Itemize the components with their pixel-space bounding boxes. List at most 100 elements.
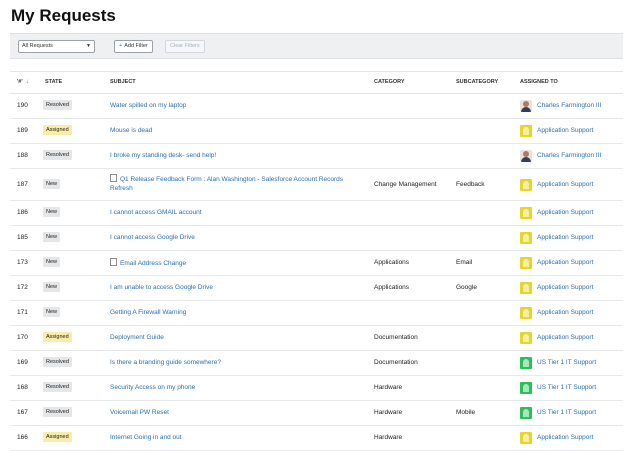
status-badge: Resolved	[43, 357, 72, 367]
table-row[interactable]: 185 New I cannot access Google Drive Applic…	[10, 226, 623, 251]
assignee-name[interactable]: Charles Farmington III	[537, 152, 602, 159]
subject-link[interactable]: Deployment Guide	[110, 333, 360, 342]
subcategory-value: Feedback	[456, 181, 485, 188]
header-state[interactable]: STATE	[45, 79, 63, 85]
assignee-name[interactable]: Application Support	[537, 127, 594, 134]
subject-link[interactable]: Water spilled on my laptop	[110, 101, 360, 110]
table-row[interactable]: 186 New I cannot access GMAIL account Appli…	[10, 201, 623, 226]
table-row[interactable]: 166 Assigned Internet Going in and out Hard…	[10, 426, 623, 451]
header-category[interactable]: CATEGORY	[374, 79, 405, 85]
subject-link[interactable]: I am unable to access Google Drive	[110, 283, 360, 292]
request-id: 185	[17, 234, 28, 241]
requests-table: '#' ↓ STATE SUBJECT CATEGORY SUBCATEGORY …	[10, 71, 623, 451]
assignee-name[interactable]: Application Support	[537, 434, 594, 441]
assignee-name[interactable]: Application Support	[537, 234, 594, 241]
clear-filters-label: Clear Filters	[170, 43, 200, 49]
subject-text: Voicemail PW Reset	[110, 409, 169, 416]
group-icon	[520, 179, 532, 191]
table-row[interactable]: 188 Resolved I broke my standing desk- sen…	[10, 144, 623, 169]
group-icon	[520, 307, 532, 319]
add-filter-button[interactable]: + Add Filter	[114, 40, 153, 53]
subject-link[interactable]: Email Address Change	[110, 258, 360, 268]
request-id: 166	[17, 434, 28, 441]
header-assigned-to[interactable]: ASSIGNED TO	[520, 79, 558, 85]
subject-link[interactable]: I cannot access Google Drive	[110, 233, 360, 242]
group-icon	[520, 282, 532, 294]
header-id[interactable]: '#' ↓	[17, 79, 29, 85]
status-badge: New	[43, 282, 61, 292]
plus-icon: +	[119, 43, 123, 49]
subject-link[interactable]: I broke my standing desk- send help!	[110, 151, 360, 160]
category-value: Hardware	[374, 384, 403, 391]
assignee-name[interactable]: Application Support	[537, 284, 594, 291]
subject-text: Is there a branding guide somewhere?	[110, 359, 221, 366]
request-id: 169	[17, 359, 28, 366]
status-badge: Resolved	[43, 150, 72, 160]
table-row[interactable]: 190 Resolved Water spilled on my laptop Cha…	[10, 94, 623, 119]
table-row[interactable]: 189 Assigned Mouse is dead Application Supp…	[10, 119, 623, 144]
group-icon	[520, 382, 532, 394]
status-badge: New	[43, 207, 61, 217]
group-icon	[520, 407, 532, 419]
subject-text: I am unable to access Google Drive	[110, 284, 213, 291]
document-icon	[110, 174, 117, 182]
category-value: Applications	[374, 259, 410, 266]
group-icon	[520, 332, 532, 344]
category-value: Documentation	[374, 359, 418, 366]
table-row[interactable]: 187 New Q1 Release Feedback Form : Alan Wa…	[10, 169, 623, 201]
group-icon	[520, 232, 532, 244]
subject-text: Getting A Firewall Warning	[110, 309, 187, 316]
assignee-name[interactable]: US Tier 1 IT Support	[537, 359, 597, 366]
subcategory-value: Mobile	[456, 409, 476, 416]
status-badge: New	[43, 257, 61, 267]
request-filter-select[interactable]: All Requests ▼	[18, 40, 95, 53]
subject-link[interactable]: Q1 Release Feedback Form : Alan Washingt…	[110, 174, 360, 193]
request-id: 167	[17, 409, 28, 416]
group-icon	[520, 207, 532, 219]
category-value: Applications	[374, 284, 410, 291]
request-id: 173	[17, 259, 28, 266]
assignee-name[interactable]: Application Support	[537, 209, 594, 216]
subject-text: Q1 Release Feedback Form : Alan Washingt…	[110, 176, 344, 192]
assignee-name[interactable]: Application Support	[537, 181, 594, 188]
status-badge: Assigned	[43, 125, 72, 135]
table-row[interactable]: 173 New Email Address Change Applications Em…	[10, 251, 623, 276]
assignee-name[interactable]: US Tier 1 IT Support	[537, 409, 597, 416]
request-id: 170	[17, 334, 28, 341]
clear-filters-button[interactable]: Clear Filters	[165, 40, 205, 53]
header-subject[interactable]: SUBJECT	[110, 79, 136, 85]
table-row[interactable]: 171 New Getting A Firewall Warning Applicat…	[10, 301, 623, 326]
table-row[interactable]: 169 Resolved Is there a branding guide som…	[10, 351, 623, 376]
request-id: 188	[17, 152, 28, 159]
add-filter-label: Add Filter	[124, 43, 148, 49]
subject-link[interactable]: Internet Going in and out	[110, 433, 360, 442]
header-subcategory[interactable]: SUBCATEGORY	[456, 79, 499, 85]
table-row[interactable]: 172 New I am unable to access Google Drive…	[10, 276, 623, 301]
assignee-name[interactable]: Charles Farmington III	[537, 102, 602, 109]
subject-link[interactable]: Is there a branding guide somewhere?	[110, 358, 360, 367]
table-row[interactable]: 167 Resolved Voicemail PW Reset Hardware Mob…	[10, 401, 623, 426]
page-title: My Requests	[11, 6, 116, 25]
group-icon	[520, 257, 532, 269]
assignee-name[interactable]: Application Support	[537, 334, 594, 341]
status-badge: Resolved	[43, 100, 72, 110]
document-icon	[110, 258, 117, 266]
table-row[interactable]: 170 Assigned Deployment Guide Documentation…	[10, 326, 623, 351]
table-body: 190 Resolved Water spilled on my laptop Cha…	[10, 94, 623, 451]
subject-link[interactable]: Getting A Firewall Warning	[110, 308, 360, 317]
request-id: 172	[17, 284, 28, 291]
assignee-name[interactable]: US Tier 1 IT Support	[537, 384, 597, 391]
sort-arrow-icon[interactable]: ↓	[25, 79, 29, 85]
subject-link[interactable]: Security Access on my phone	[110, 383, 360, 392]
assignee-name[interactable]: Application Support	[537, 259, 594, 266]
table-row[interactable]: 168 Resolved Security Access on my phone Ha…	[10, 376, 623, 401]
category-value: Documentation	[374, 334, 418, 341]
request-id: 171	[17, 309, 28, 316]
subject-link[interactable]: I cannot access GMAIL account	[110, 208, 360, 217]
user-avatar-icon	[520, 100, 532, 112]
select-value: All Requests	[22, 43, 53, 49]
subject-link[interactable]: Mouse is dead	[110, 126, 360, 135]
subject-text: I broke my standing desk- send help!	[110, 152, 217, 159]
assignee-name[interactable]: Application Support	[537, 309, 594, 316]
subject-link[interactable]: Voicemail PW Reset	[110, 408, 360, 417]
